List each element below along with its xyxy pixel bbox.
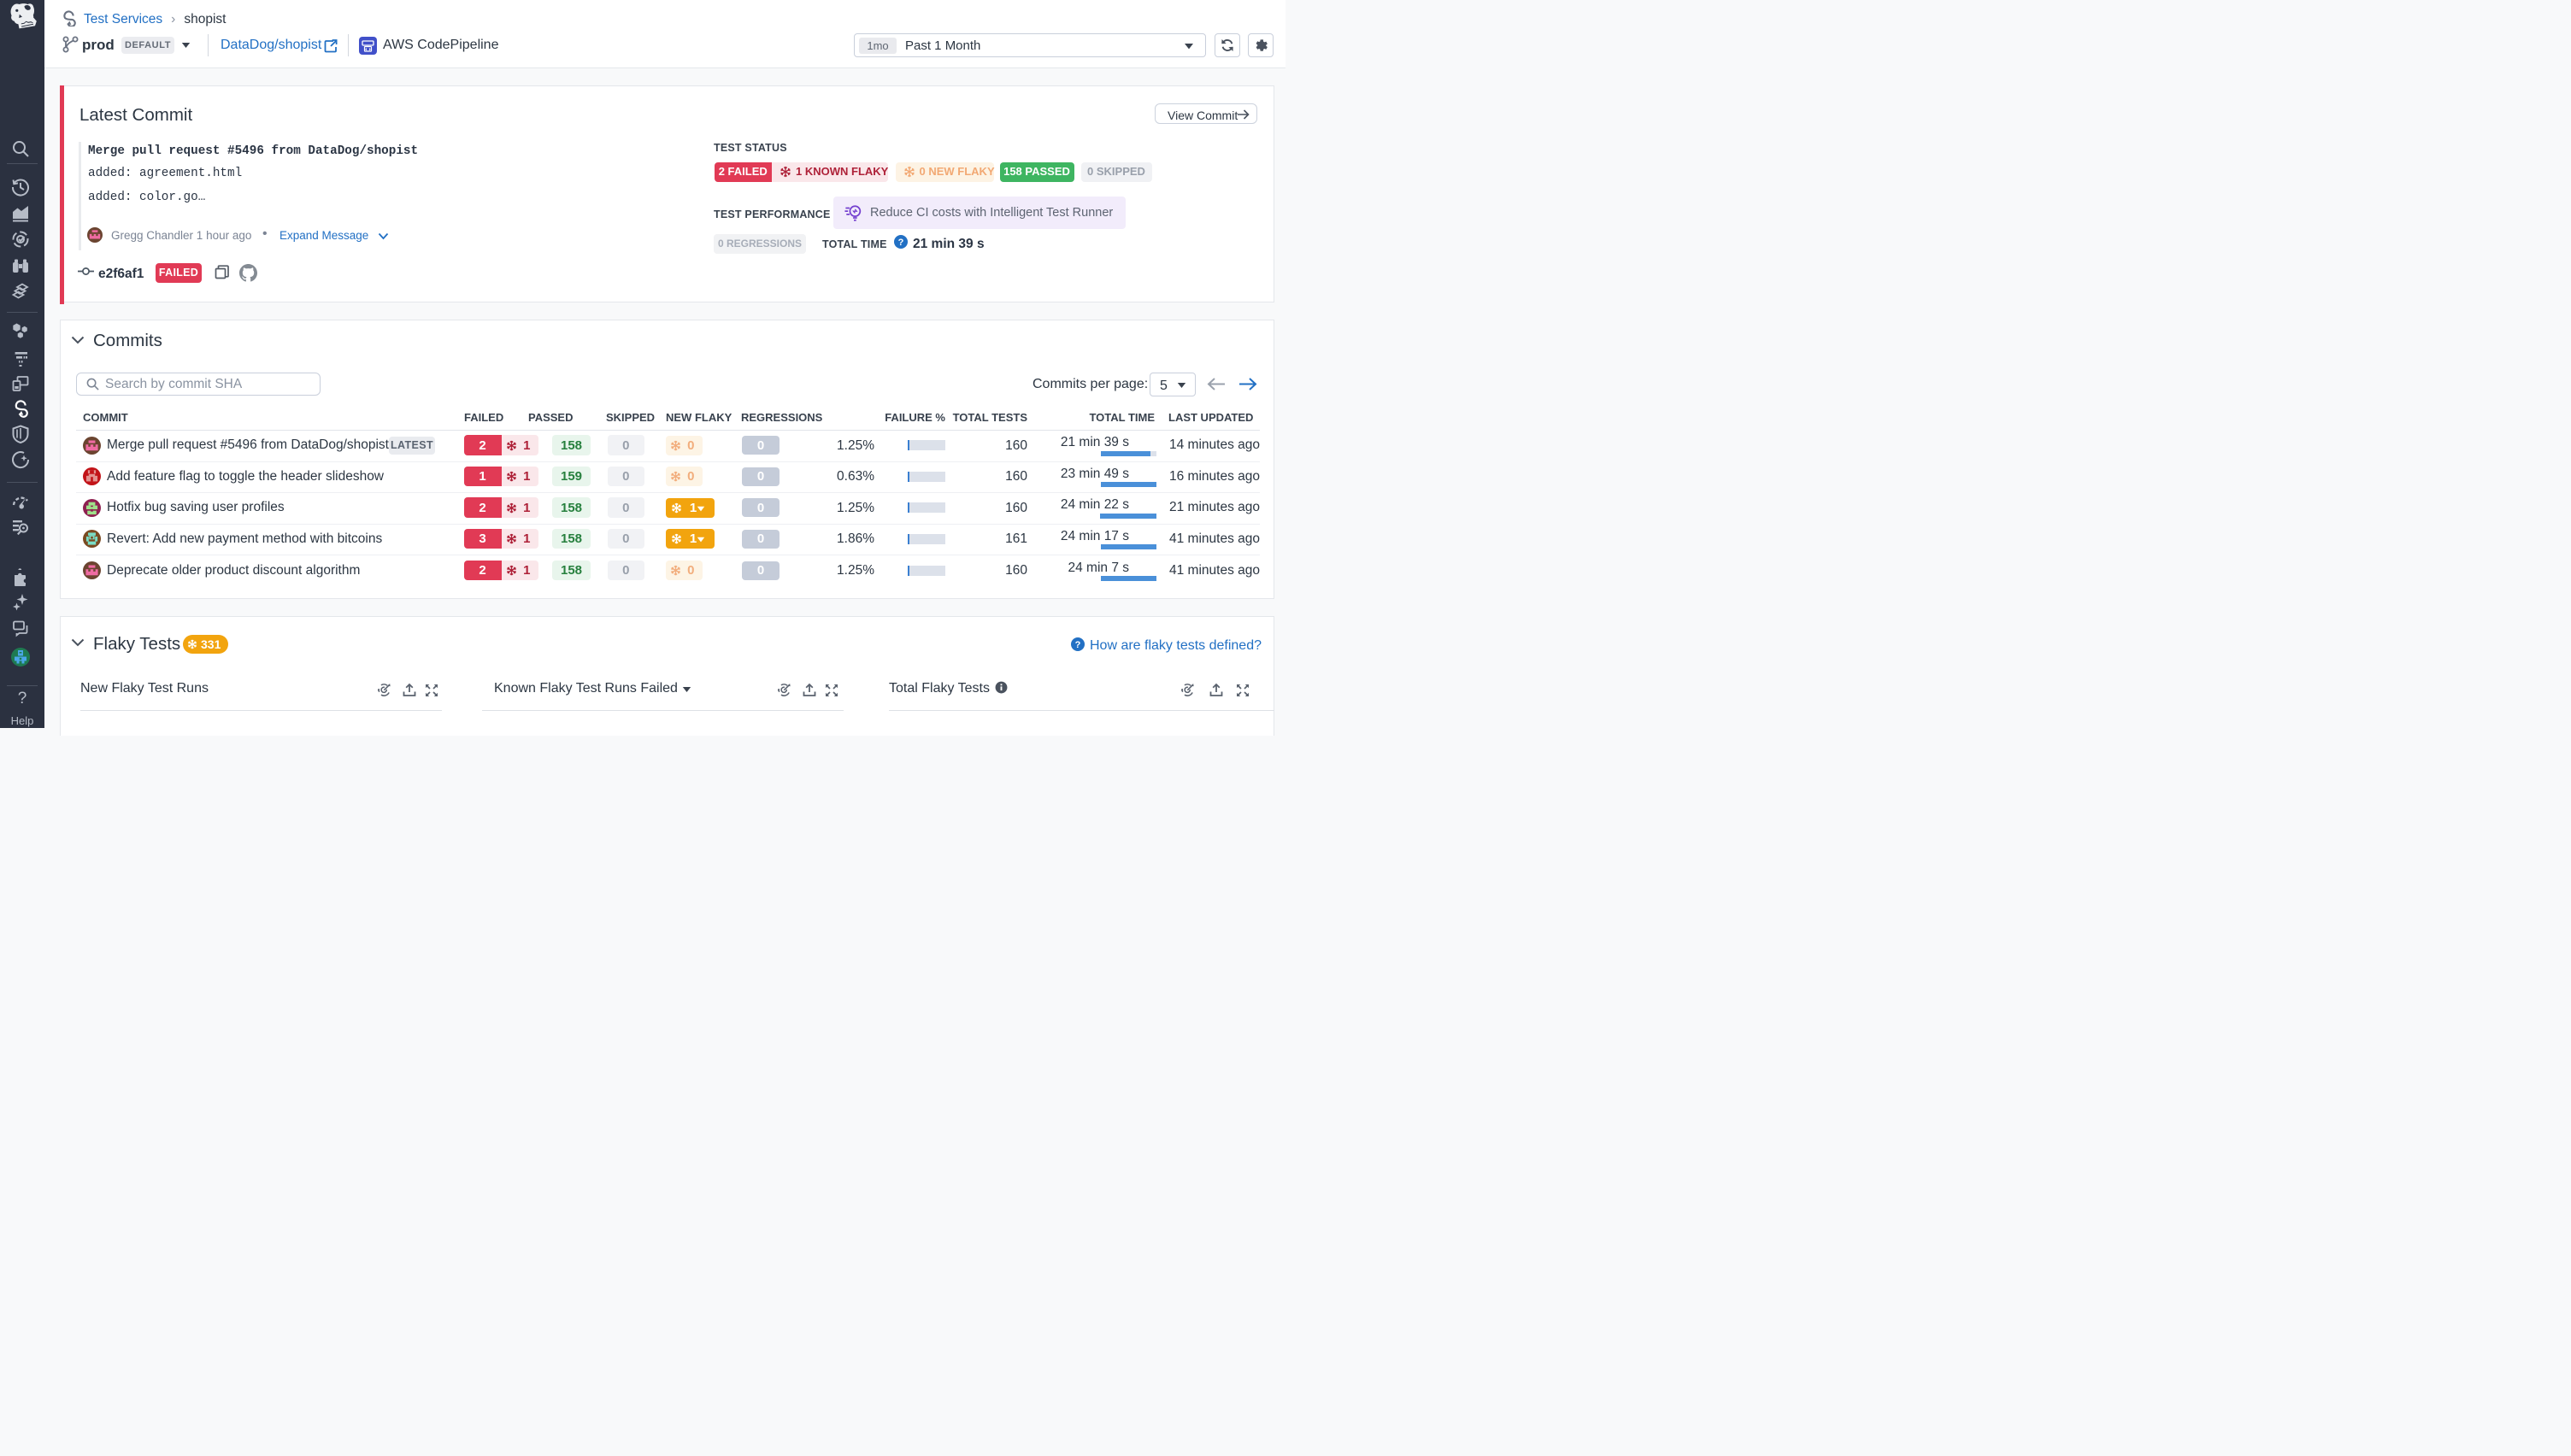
svg-text:?: ?: [898, 238, 904, 248]
svg-text:?: ?: [1075, 640, 1081, 650]
